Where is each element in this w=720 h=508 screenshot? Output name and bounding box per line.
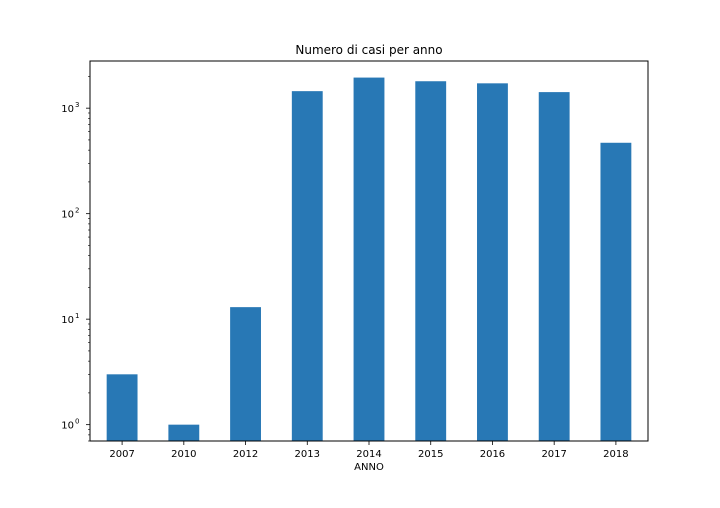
x-tick-label-2016: 2016 xyxy=(480,449,505,460)
bars-layer xyxy=(106,77,632,442)
bar-2007 xyxy=(106,374,138,441)
bar-2015 xyxy=(415,81,447,442)
x-tick-label-2017: 2017 xyxy=(541,449,566,460)
x-axis-label: ANNO xyxy=(354,462,384,473)
bar-2013 xyxy=(291,91,323,442)
y-tick-exponent-3: 3 xyxy=(75,101,79,109)
bar-2016 xyxy=(477,83,508,441)
x-tick-label-2014: 2014 xyxy=(356,449,381,460)
y-tick-exponent-2: 2 xyxy=(75,207,79,215)
chart-title: Numero di casi per anno xyxy=(295,43,442,57)
x-tick-label-2018: 2018 xyxy=(603,449,628,460)
x-tick-label-2010: 2010 xyxy=(171,449,196,460)
bar-2014 xyxy=(353,77,385,441)
plot-frame xyxy=(89,60,649,442)
y-tick-exponent-0: 0 xyxy=(75,418,79,426)
y-tick-label-3: 10 xyxy=(61,104,74,115)
y-tick-label-0: 10 xyxy=(61,421,74,432)
x-tick-label-2013: 2013 xyxy=(295,449,320,460)
y-tick-label-2: 10 xyxy=(61,210,74,221)
bar-2018 xyxy=(600,142,632,441)
x-tick-label-2007: 2007 xyxy=(109,449,134,460)
y-tick-exponent-1: 1 xyxy=(75,312,79,320)
x-axis-ticks: 2007 2010 2012 2013 2014 2015 2016 2017 2018 xyxy=(109,441,629,460)
x-tick-label-2015: 2015 xyxy=(418,449,443,460)
bar-2017 xyxy=(538,92,570,442)
x-tick-label-2012: 2012 xyxy=(233,449,258,460)
bar-2012 xyxy=(230,307,261,441)
y-tick-label-1: 10 xyxy=(61,315,74,326)
bar-2010 xyxy=(168,424,200,441)
